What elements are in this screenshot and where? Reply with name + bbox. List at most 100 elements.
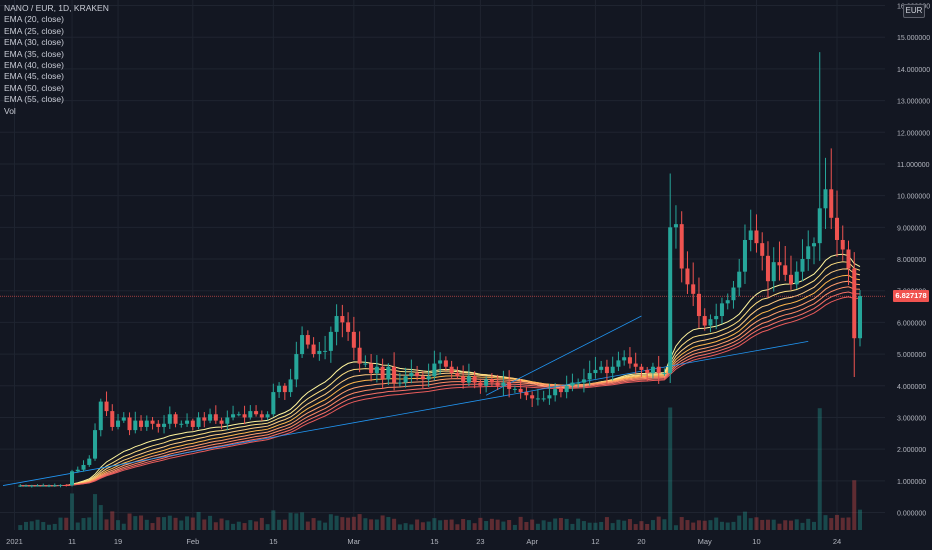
volume-bar	[415, 519, 420, 530]
legend-ema-35[interactable]: EMA (35, close)	[4, 48, 64, 59]
volume-bar	[656, 516, 661, 530]
volume-bar	[426, 521, 431, 530]
candle-body	[81, 464, 86, 470]
candle-body	[179, 423, 184, 425]
price-axis: 16.00000015.00000014.00000013.00000012.0…	[897, 4, 930, 518]
candle-body	[190, 420, 195, 427]
volume-bar	[29, 521, 34, 530]
candle-body	[570, 382, 575, 386]
volume-bar	[541, 520, 546, 530]
candle-body	[829, 189, 834, 218]
candle-body	[219, 420, 224, 424]
volume-bar	[857, 509, 863, 530]
candle-body	[127, 417, 132, 431]
candle-body	[633, 363, 638, 367]
volume-bar	[357, 514, 362, 530]
volume-bar	[392, 518, 397, 530]
y-tick-label: 11.000000	[897, 162, 930, 169]
volume-bar	[846, 517, 851, 530]
candle-body	[771, 262, 776, 282]
volume-bar	[725, 522, 730, 530]
candle-body	[857, 296, 863, 339]
y-tick-label: 10.000000	[897, 194, 930, 201]
candle-body	[662, 373, 667, 375]
volume-bar	[662, 519, 667, 530]
volume-bar	[133, 516, 138, 530]
legend-ema-50[interactable]: EMA (50, close)	[4, 82, 64, 93]
volume-bar	[409, 524, 414, 530]
volume-bar	[604, 517, 609, 530]
volume-bar	[783, 520, 788, 530]
y-tick-label: 14.000000	[897, 67, 930, 74]
legend-ema-55[interactable]: EMA (55, close)	[4, 94, 64, 105]
volume-bar	[553, 518, 558, 530]
candle-body	[225, 417, 230, 424]
candle-body	[702, 316, 707, 326]
y-tick-label: 6.000000	[897, 320, 926, 327]
ema-line-50	[20, 291, 861, 487]
candle-body	[449, 366, 454, 374]
volume-bar	[328, 514, 333, 530]
candle-body	[714, 316, 719, 320]
volume-bar	[702, 520, 707, 530]
time-axis: 2021 11 19 Feb 15 Mar 15 23 Apr 12 20 May 10 24	[6, 537, 841, 546]
candle-body	[236, 414, 241, 416]
candle-body	[604, 366, 609, 374]
volume-bar	[334, 515, 339, 530]
candle-body	[305, 335, 310, 345]
candle-body	[512, 388, 517, 390]
volume-bar	[104, 519, 109, 530]
volume-bar	[75, 522, 80, 530]
candle-body	[363, 363, 368, 365]
volume-bar	[162, 517, 167, 530]
volume-bar	[731, 521, 736, 530]
candle-body	[777, 262, 782, 266]
candle-body	[58, 484, 63, 486]
volume-bar	[627, 519, 632, 530]
candle-body	[691, 284, 696, 294]
candle-body	[110, 411, 115, 427]
candle-body	[213, 414, 218, 421]
volume-bar	[386, 517, 391, 530]
volume-bar	[271, 510, 276, 530]
candle-body	[438, 360, 443, 364]
candle-body	[403, 376, 408, 383]
legend-ema-30[interactable]: EMA (30, close)	[4, 37, 64, 48]
candle-body	[501, 382, 506, 386]
volume-bar	[208, 515, 213, 530]
legend-ema-45[interactable]: EMA (45, close)	[4, 71, 64, 82]
legend-ema-25[interactable]: EMA (25, close)	[4, 25, 64, 36]
volume-bar	[484, 521, 489, 530]
candle-body	[518, 388, 523, 393]
candle-body	[719, 303, 724, 317]
y-tick-label: 0.000000	[897, 511, 926, 518]
volume-bar	[127, 513, 132, 530]
volume-bar	[196, 511, 201, 530]
candle-body	[645, 369, 650, 374]
volume-bar	[81, 518, 86, 530]
volume-bar	[420, 522, 425, 530]
volume-bar	[754, 517, 759, 530]
volume-bar	[167, 515, 172, 530]
candle-body	[254, 411, 259, 415]
candle-body	[374, 366, 379, 374]
candle-body	[639, 366, 644, 370]
volume-bar	[530, 519, 535, 530]
volume-bar	[461, 519, 466, 530]
candle-body	[806, 246, 811, 259]
candle-body	[765, 255, 770, 282]
currency-badge[interactable]: EUR	[903, 4, 925, 18]
candle-body	[116, 420, 121, 427]
volume-bar	[834, 514, 840, 530]
candle-body	[248, 411, 253, 418]
candle-body	[386, 366, 391, 380]
legend-ema-40[interactable]: EMA (40, close)	[4, 60, 64, 71]
legend-vol[interactable]: Vol	[4, 105, 16, 116]
legend-ema-20[interactable]: EMA (20, close)	[4, 14, 64, 25]
candle-body	[70, 471, 75, 486]
chart-legend: NANO / EUR, 1D, KRAKEN EMA (20, close) E…	[4, 3, 109, 117]
volume-bar	[248, 520, 253, 530]
volume-bar	[650, 520, 655, 530]
volume-bar	[150, 523, 155, 530]
